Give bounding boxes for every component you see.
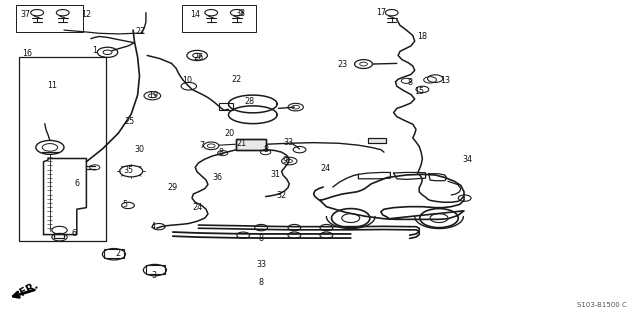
Text: 19: 19 <box>148 91 159 100</box>
Text: 22: 22 <box>232 75 242 84</box>
Text: S103-B1500 C: S103-B1500 C <box>577 302 627 308</box>
Text: 14: 14 <box>190 10 200 19</box>
Text: 20: 20 <box>224 129 234 138</box>
Text: 16: 16 <box>22 49 32 58</box>
Text: 8: 8 <box>263 146 268 154</box>
Text: 32: 32 <box>276 191 287 200</box>
Text: 33: 33 <box>283 138 293 147</box>
Text: 1: 1 <box>92 46 97 55</box>
Text: 13: 13 <box>440 76 450 85</box>
Bar <box>104 249 124 258</box>
Text: 8: 8 <box>259 278 264 287</box>
Text: 7: 7 <box>199 141 204 150</box>
Text: 18: 18 <box>417 32 428 41</box>
Text: 9: 9 <box>282 156 287 165</box>
Text: 17: 17 <box>376 8 386 17</box>
Text: 15: 15 <box>414 87 424 96</box>
Text: 30: 30 <box>134 145 145 154</box>
Text: 8: 8 <box>218 148 223 157</box>
Bar <box>146 265 165 274</box>
Bar <box>182 5 256 32</box>
Text: 23: 23 <box>337 61 348 69</box>
Bar <box>19 57 106 241</box>
Text: 12: 12 <box>81 10 92 19</box>
Text: 26: 26 <box>193 53 204 61</box>
Text: 21: 21 <box>237 139 247 148</box>
Text: 8: 8 <box>407 78 412 87</box>
Text: 8: 8 <box>259 234 264 243</box>
Text: 5: 5 <box>122 200 127 209</box>
Text: 31: 31 <box>270 171 280 179</box>
Bar <box>236 139 266 150</box>
Text: 2: 2 <box>116 249 121 258</box>
Bar <box>368 138 386 143</box>
Text: 24: 24 <box>320 164 330 172</box>
Text: 11: 11 <box>47 81 58 90</box>
Text: 36: 36 <box>212 173 223 182</box>
Text: 29: 29 <box>168 183 178 192</box>
Text: 10: 10 <box>182 76 193 85</box>
Bar <box>236 139 266 150</box>
Text: 25: 25 <box>124 117 134 126</box>
Text: 6: 6 <box>74 179 79 188</box>
Text: 33: 33 <box>256 260 266 269</box>
Text: 38: 38 <box>235 9 245 18</box>
Text: 27: 27 <box>136 27 146 36</box>
Text: 35: 35 <box>123 166 133 175</box>
Bar <box>368 138 386 143</box>
Text: 4: 4 <box>151 222 156 231</box>
Bar <box>16 5 83 32</box>
Text: 28: 28 <box>244 97 255 106</box>
Text: 6: 6 <box>71 230 76 238</box>
Bar <box>219 103 233 110</box>
Text: FR.: FR. <box>18 280 40 297</box>
Text: 34: 34 <box>462 155 472 164</box>
Text: 24: 24 <box>192 203 202 212</box>
Text: 37: 37 <box>20 10 31 19</box>
Text: 3: 3 <box>151 271 156 280</box>
